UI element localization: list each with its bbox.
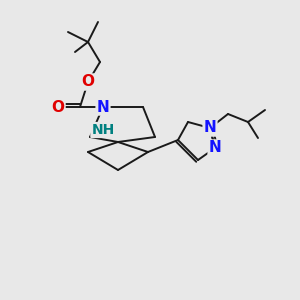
Text: N: N	[204, 121, 216, 136]
Text: N: N	[97, 100, 110, 115]
Text: O: O	[52, 100, 64, 115]
Text: NH: NH	[92, 123, 115, 137]
Text: N: N	[208, 140, 221, 155]
Text: O: O	[82, 74, 94, 89]
